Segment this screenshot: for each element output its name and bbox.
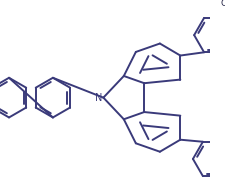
Text: N: N <box>95 93 102 103</box>
Text: Cl: Cl <box>220 0 225 8</box>
